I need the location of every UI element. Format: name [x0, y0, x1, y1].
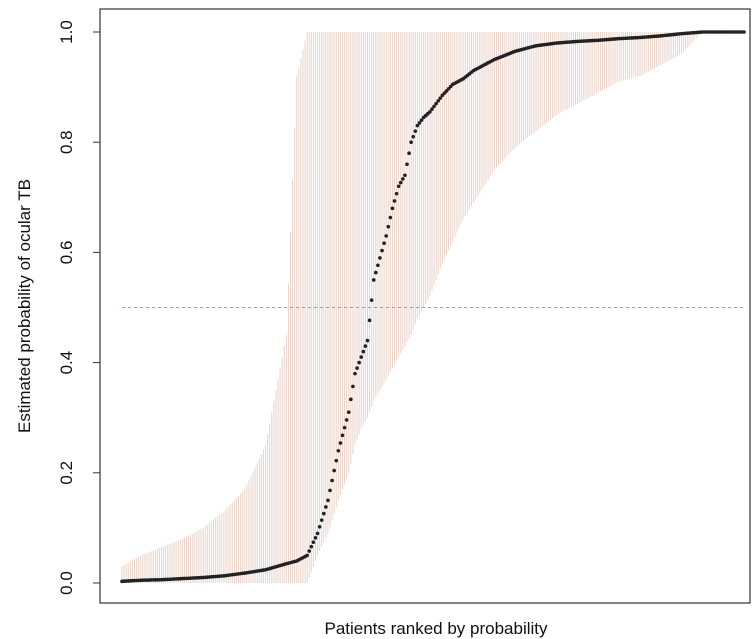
- data-point: [349, 397, 353, 402]
- data-point: [432, 104, 436, 109]
- data-point: [378, 256, 382, 260]
- data-point: [340, 433, 345, 438]
- data-point: [321, 511, 326, 516]
- data-point: [346, 410, 351, 414]
- plot-frame: [99, 8, 751, 604]
- y-tick-label: 1.0: [57, 20, 76, 44]
- data-point: [401, 177, 405, 181]
- data-point: [419, 118, 424, 122]
- data-point: [330, 478, 334, 483]
- data-point: [355, 366, 359, 370]
- x-axis-label: Patients ranked by probability: [324, 619, 548, 638]
- y-tick-label: 0.2: [57, 461, 76, 485]
- data-point: [438, 96, 443, 100]
- data-point: [376, 263, 380, 268]
- data-point: [373, 270, 378, 275]
- data-point: [384, 234, 388, 238]
- data-point: [361, 349, 366, 354]
- data-point: [357, 360, 361, 365]
- data-point: [742, 30, 746, 34]
- data-point: [365, 338, 370, 343]
- data-point: [319, 518, 324, 522]
- data-point: [313, 536, 318, 540]
- data-point: [428, 110, 432, 114]
- data-point: [434, 101, 438, 106]
- data-point: [317, 524, 322, 529]
- interval-bars: [121, 32, 701, 583]
- data-point: [392, 199, 397, 203]
- data-point: [371, 278, 376, 282]
- y-axis: 0.0 0.2 0.4 0.6 0.8 1.0: [57, 20, 100, 595]
- data-point: [363, 344, 368, 348]
- data-point: [411, 134, 416, 139]
- data-point: [305, 553, 309, 558]
- data-point: [430, 107, 434, 111]
- data-point: [415, 123, 420, 128]
- data-point: [332, 468, 336, 473]
- data-point: [338, 441, 343, 445]
- data-point: [334, 458, 339, 463]
- y-tick-label: 0.8: [57, 130, 76, 154]
- data-point: [367, 318, 372, 323]
- data-point: [394, 191, 399, 196]
- data-point: [396, 184, 401, 189]
- data-point: [398, 180, 403, 185]
- data-point: [413, 129, 418, 133]
- y-tick-label: 0.4: [57, 351, 76, 375]
- data-point: [417, 121, 422, 125]
- data-point: [388, 215, 393, 220]
- data-point: [336, 448, 341, 453]
- data-point: [353, 371, 357, 376]
- data-point: [315, 531, 320, 536]
- data-point: [311, 540, 316, 545]
- data-point: [369, 298, 374, 302]
- data-point: [342, 425, 347, 430]
- y-tick-label: 0.6: [57, 241, 76, 265]
- data-point: [328, 488, 332, 493]
- data-point: [382, 241, 386, 246]
- data-point: [403, 173, 407, 178]
- data-point: [351, 384, 355, 389]
- data-point: [326, 498, 330, 503]
- data-point: [405, 162, 409, 167]
- data-point: [386, 224, 391, 229]
- y-axis-label: Estimated probability of ocular TB: [15, 179, 34, 433]
- data-point: [324, 505, 328, 509]
- data-point: [359, 355, 364, 359]
- point-estimates: [120, 30, 746, 584]
- data-point: [344, 418, 349, 422]
- data-point: [409, 140, 413, 144]
- data-point: [380, 248, 384, 253]
- data-point: [436, 99, 441, 103]
- y-tick-label: 0.0: [57, 571, 76, 595]
- data-point: [309, 544, 314, 549]
- data-point: [307, 549, 312, 553]
- data-point: [390, 206, 395, 211]
- data-point: [407, 151, 411, 156]
